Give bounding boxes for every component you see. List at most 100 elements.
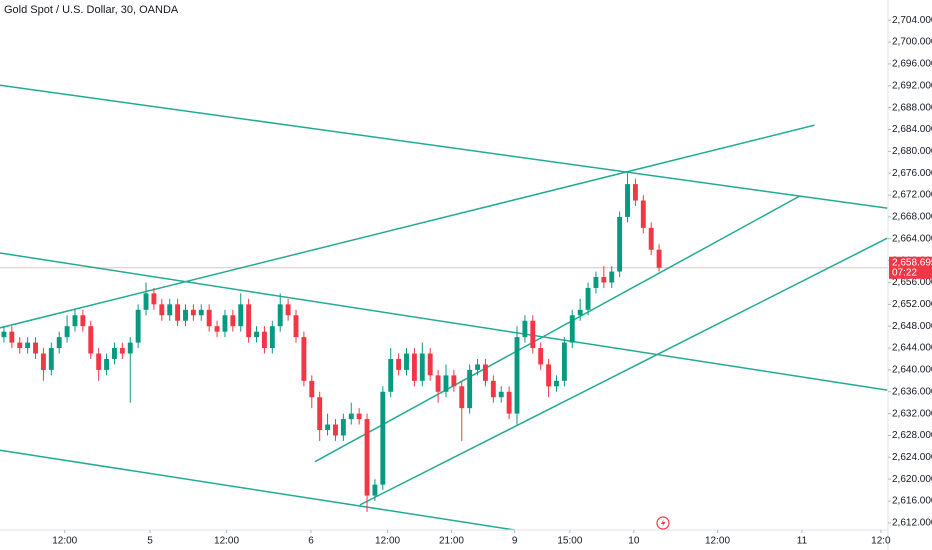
candle-body	[569, 315, 575, 343]
y-tick-label: 2,664.000	[892, 233, 932, 244]
candle-body	[96, 353, 102, 370]
x-tick-label: 12:0	[871, 536, 891, 547]
candle-body	[372, 484, 378, 496]
candle-body	[301, 337, 307, 381]
candle-body	[585, 287, 591, 310]
candle-body	[593, 277, 599, 288]
candle-body	[17, 342, 23, 349]
y-tick-label: 2,668.000	[892, 212, 932, 223]
y-tick-label: 2,612.000	[892, 518, 932, 529]
candle-body	[451, 375, 457, 387]
candle-body	[625, 184, 630, 217]
candle-body	[246, 304, 252, 338]
candle-body	[325, 424, 331, 431]
candle-body	[198, 309, 204, 316]
candle-body	[656, 249, 662, 268]
y-tick-label: 2,700.000	[892, 37, 932, 48]
candle-body	[640, 200, 646, 228]
candle-body	[254, 331, 259, 338]
y-tick-label: 2,680.000	[892, 146, 932, 157]
y-tick-label: 2,648.000	[892, 321, 932, 332]
y-tick-label: 2,688.000	[892, 102, 932, 113]
candle-body	[135, 309, 141, 343]
y-tick-label: 2,652.000	[892, 299, 932, 310]
candle-body	[577, 309, 583, 316]
candle-body	[554, 380, 559, 387]
y-tick-label: 2,620.000	[892, 474, 932, 485]
candle-body	[467, 369, 473, 409]
y-tick-label: 2,636.000	[892, 386, 932, 397]
last-price-label: 2,658.695	[892, 257, 932, 268]
candle-body	[364, 419, 370, 496]
candle-body	[183, 309, 188, 321]
trend-line	[0, 449, 515, 530]
candle-body	[175, 304, 181, 321]
candle-body	[648, 227, 654, 250]
candle-body	[143, 293, 149, 310]
x-tick-label: 6	[308, 536, 314, 547]
candle-body	[632, 184, 638, 201]
candle-body	[522, 320, 528, 338]
candle-body	[33, 342, 38, 354]
candle-body	[380, 391, 386, 485]
candle-body	[277, 304, 283, 327]
candle-body	[482, 364, 488, 381]
last-price-box	[889, 256, 932, 279]
candle-body	[88, 326, 94, 354]
candle-body	[1, 331, 7, 338]
trend-line	[0, 124, 815, 329]
y-tick-label: 2,676.000	[892, 168, 932, 179]
y-tick-label: 2,704.000	[892, 15, 932, 26]
y-tick-label: 2,684.000	[892, 124, 932, 135]
x-tick-label: 12:00	[705, 536, 730, 547]
x-tick-label: 11	[797, 536, 808, 547]
candle-body	[609, 271, 615, 283]
candle-body	[222, 315, 228, 332]
candle-body	[214, 326, 220, 332]
candle-body	[40, 353, 46, 370]
y-tick-label: 2,644.000	[892, 343, 932, 354]
x-tick-label: 10	[628, 536, 640, 547]
x-tick-label: 15:00	[557, 536, 582, 547]
candle-body	[435, 375, 441, 392]
trend-line	[314, 195, 800, 463]
candle-body	[538, 348, 544, 365]
candle-body	[127, 342, 133, 354]
candle-body	[64, 326, 70, 338]
candle-body	[404, 353, 409, 370]
candle-body	[190, 309, 196, 316]
trend-line	[359, 237, 888, 506]
alert-icon[interactable]	[656, 516, 670, 530]
chart-title: Gold Spot / U.S. Dollar, 30, OANDA	[4, 4, 179, 16]
candle-body	[443, 375, 449, 392]
candle-body	[238, 304, 244, 327]
candle-body	[119, 348, 125, 354]
y-tick-label: 2,692.000	[892, 80, 932, 91]
candle-body	[514, 337, 520, 414]
candle-body	[396, 358, 402, 370]
y-tick-label: 2,616.000	[892, 496, 932, 507]
candle-body	[601, 277, 607, 283]
candle-body	[411, 353, 417, 381]
countdown-label: 07:22	[892, 267, 917, 278]
y-tick-label: 2,624.000	[892, 452, 932, 463]
y-tick-label: 2,696.000	[892, 59, 932, 70]
candle-body	[159, 304, 165, 316]
candle-body	[293, 315, 299, 338]
x-tick-label: 5	[147, 536, 153, 547]
x-tick-label: 12:00	[214, 536, 239, 547]
candle-body	[9, 331, 15, 343]
candle-body	[561, 342, 567, 381]
candle-body	[80, 315, 86, 327]
x-tick-label: 21:00	[439, 536, 464, 547]
candle-body	[269, 326, 275, 349]
x-tick-label: 12:00	[52, 536, 77, 547]
candle-body	[112, 348, 117, 359]
candle-body	[498, 391, 504, 398]
candle-body	[459, 386, 465, 409]
candle-body	[490, 380, 496, 398]
candle-body	[617, 216, 623, 272]
candle-body	[104, 358, 110, 370]
